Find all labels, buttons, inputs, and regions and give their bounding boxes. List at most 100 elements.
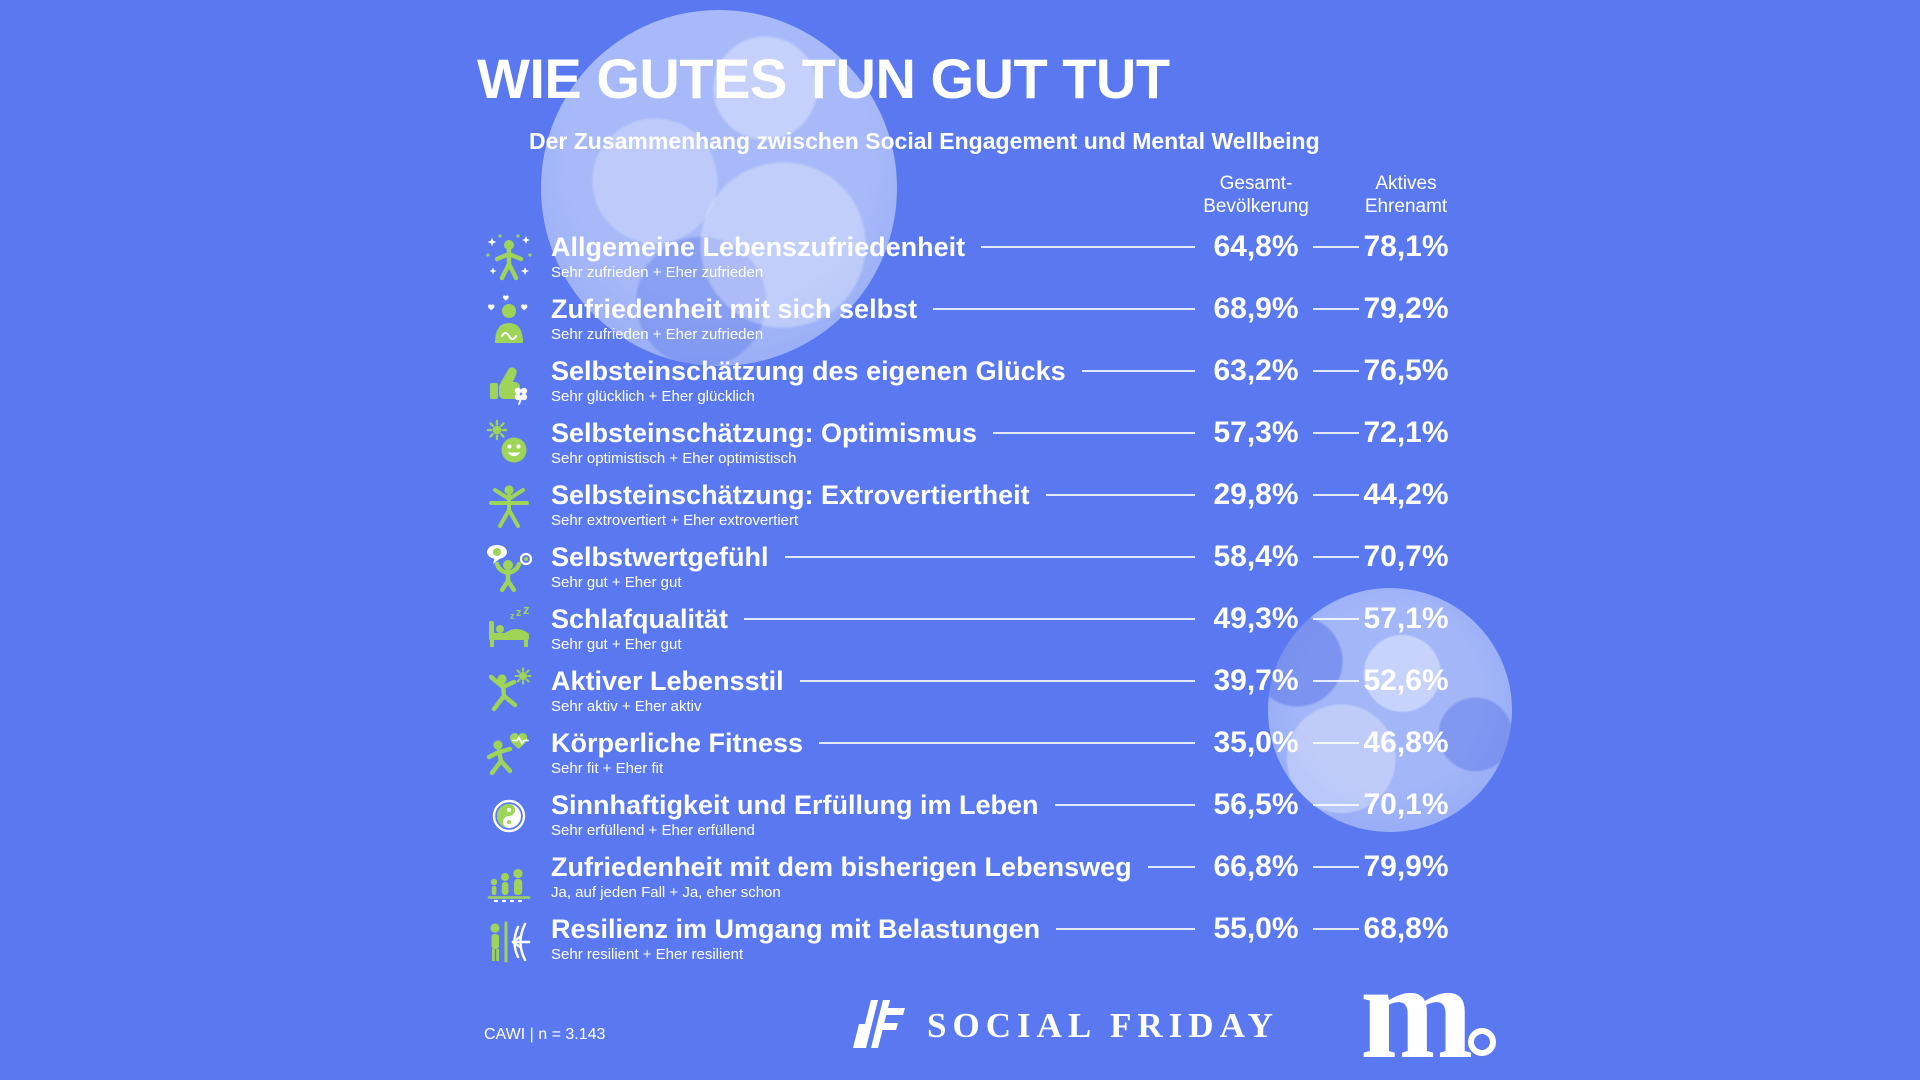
value-total-population: 35,0%: [1213, 726, 1299, 759]
value-total-population: 39,7%: [1213, 664, 1299, 697]
source-note: CAWI | n = 3.143: [484, 1026, 606, 1043]
metric-sublabel: Sehr zufrieden + Eher zufrieden: [551, 264, 764, 281]
value-active-volunteering: 44,2%: [1363, 478, 1449, 511]
leader-line: [1056, 928, 1195, 930]
photo-circle-hugging-hands: [541, 10, 897, 366]
flexing-person-speech-icon: [484, 543, 534, 593]
leader-line: [1045, 494, 1195, 496]
value-total-population: 49,3%: [1213, 602, 1299, 635]
yin-yang-icon: [484, 791, 534, 841]
social-friday-logo-text: SOCIAL FRIDAY: [927, 1005, 1279, 1045]
leader-line: [799, 680, 1195, 682]
metric-label: Selbsteinschätzung des eigenen Glücks: [551, 355, 1066, 386]
metric-row: Körperliche Fitness Sehr fit + Eher fit …: [484, 727, 1451, 789]
value-active-volunteering: 79,2%: [1363, 292, 1449, 325]
connector-line: [1313, 680, 1359, 682]
leader-line: [784, 556, 1195, 558]
leader-line: [1054, 804, 1195, 806]
value-total-population: 68,9%: [1213, 292, 1299, 325]
leader-line: [993, 432, 1195, 434]
metric-sublabel: Sehr aktiv + Eher aktiv: [551, 698, 702, 715]
connector-line: [1313, 246, 1359, 248]
connector-line: [1313, 308, 1359, 310]
metric-label: Aktiver Lebensstil: [551, 665, 784, 696]
connector-line: [1313, 432, 1359, 434]
sun-smiley-icon: [484, 419, 534, 469]
metric-row: Aktiver Lebensstil Sehr aktiv + Eher akt…: [484, 665, 1451, 727]
metric-row: Resilienz im Umgang mit Belastungen Sehr…: [484, 913, 1451, 975]
value-total-population: 29,8%: [1213, 478, 1299, 511]
metric-sublabel: Sehr gut + Eher gut: [551, 636, 682, 653]
metric-sublabel: Sehr fit + Eher fit: [551, 760, 664, 777]
metric-sublabel: Sehr resilient + Eher resilient: [551, 946, 744, 963]
connector-line: [1313, 556, 1359, 558]
person-sparkles-icon: [484, 233, 534, 283]
metric-row: z z z Schlafqualität Sehr gut + Eher gut…: [484, 602, 1451, 665]
metric-row: Selbsteinschätzung: Optimismus Sehr opti…: [484, 417, 1451, 479]
connector-line: [1313, 804, 1359, 806]
m-logo: m: [1360, 944, 1496, 1080]
metric-sublabel: Sehr extrovertiert + Eher extrovertiert: [551, 512, 799, 529]
metric-row: Zufriedenheit mit sich selbst Sehr zufri…: [484, 293, 1451, 355]
bed-zzz-icon: z z z: [484, 602, 534, 655]
column-header-active-volunteering: Aktives Ehrenamt: [1364, 173, 1448, 217]
person-hearts-icon: [484, 295, 534, 345]
leader-line: [981, 246, 1195, 248]
social-friday-logo: SOCIAL FRIDAY: [843, 996, 1279, 1055]
svg-text:z: z: [523, 605, 530, 617]
value-active-volunteering: 76,5%: [1363, 354, 1449, 387]
connector-line: [1313, 618, 1359, 620]
value-total-population: 55,0%: [1213, 912, 1299, 945]
connector-line: [1313, 742, 1359, 744]
value-active-volunteering: 52,6%: [1363, 664, 1449, 697]
metric-row: Zufriedenheit mit dem bisherigen Lebensw…: [484, 851, 1451, 913]
connector-line: [1313, 866, 1359, 868]
value-active-volunteering: 70,1%: [1363, 788, 1449, 821]
leader-line: [933, 308, 1195, 310]
svg-text:z: z: [510, 611, 515, 621]
metric-sublabel: Sehr glücklich + Eher glücklich: [551, 388, 755, 405]
metric-sublabel: Sehr gut + Eher gut: [551, 574, 682, 591]
metric-label: Selbstwertgefühl: [551, 541, 769, 572]
value-total-population: 64,8%: [1213, 230, 1299, 263]
photo-circle-smiling-face: [1268, 588, 1512, 832]
metric-label: Resilienz im Umgang mit Belastungen: [551, 913, 1041, 944]
value-active-volunteering: 78,1%: [1363, 230, 1449, 263]
jumping-person-sun-icon: [484, 667, 534, 717]
metric-sublabel: Sehr zufrieden + Eher zufrieden: [551, 326, 764, 343]
value-total-population: 56,5%: [1213, 788, 1299, 821]
value-active-volunteering: 46,8%: [1363, 726, 1449, 759]
extrovert-person-icon: [484, 481, 534, 531]
metric-row: Allgemeine Lebenszufriedenheit Sehr zufr…: [484, 231, 1451, 293]
value-active-volunteering: 68,8%: [1363, 912, 1449, 945]
metric-label: Selbsteinschätzung: Optimismus: [551, 417, 978, 448]
page-title: WIE GUTES TUN GUT TUT: [477, 47, 1170, 110]
metric-row: Selbsteinschätzung: Extrovertiertheit Se…: [484, 479, 1451, 541]
metric-label: Zufriedenheit mit dem bisherigen Lebensw…: [551, 851, 1132, 882]
metric-row: Selbstwertgefühl Sehr gut + Eher gut 58,…: [484, 541, 1451, 603]
page-subtitle: Der Zusammenhang zwischen Social Engagem…: [529, 128, 1320, 154]
connector-line: [1313, 370, 1359, 372]
value-total-population: 57,3%: [1213, 416, 1299, 449]
m-logo-letter: m: [1360, 937, 1474, 1080]
runner-heart-pulse-icon: [484, 729, 534, 779]
value-active-volunteering: 57,1%: [1363, 602, 1449, 635]
social-friday-logo-icon: [843, 996, 907, 1055]
value-active-volunteering: 79,9%: [1363, 850, 1449, 883]
metric-label: Sinnhaftigkeit und Erfüllung im Leben: [551, 789, 1039, 820]
leader-line: [1081, 370, 1195, 372]
connector-line: [1313, 928, 1359, 930]
connector-line: [1313, 494, 1359, 496]
metric-label: Allgemeine Lebenszufriedenheit: [551, 231, 966, 262]
value-active-volunteering: 70,7%: [1363, 540, 1449, 573]
metric-label: Selbsteinschätzung: Extrovertiertheit: [551, 479, 1030, 510]
m-logo-ring-dot: [1468, 1028, 1496, 1056]
thumbs-up-clover-icon: [484, 357, 534, 407]
value-total-population: 58,4%: [1213, 540, 1299, 573]
leader-line: [819, 742, 1195, 744]
value-total-population: 63,2%: [1213, 354, 1299, 387]
metric-sublabel: Sehr optimistisch + Eher optimistisch: [551, 450, 797, 467]
metric-label: Körperliche Fitness: [551, 727, 804, 758]
svg-text:z: z: [516, 607, 522, 619]
